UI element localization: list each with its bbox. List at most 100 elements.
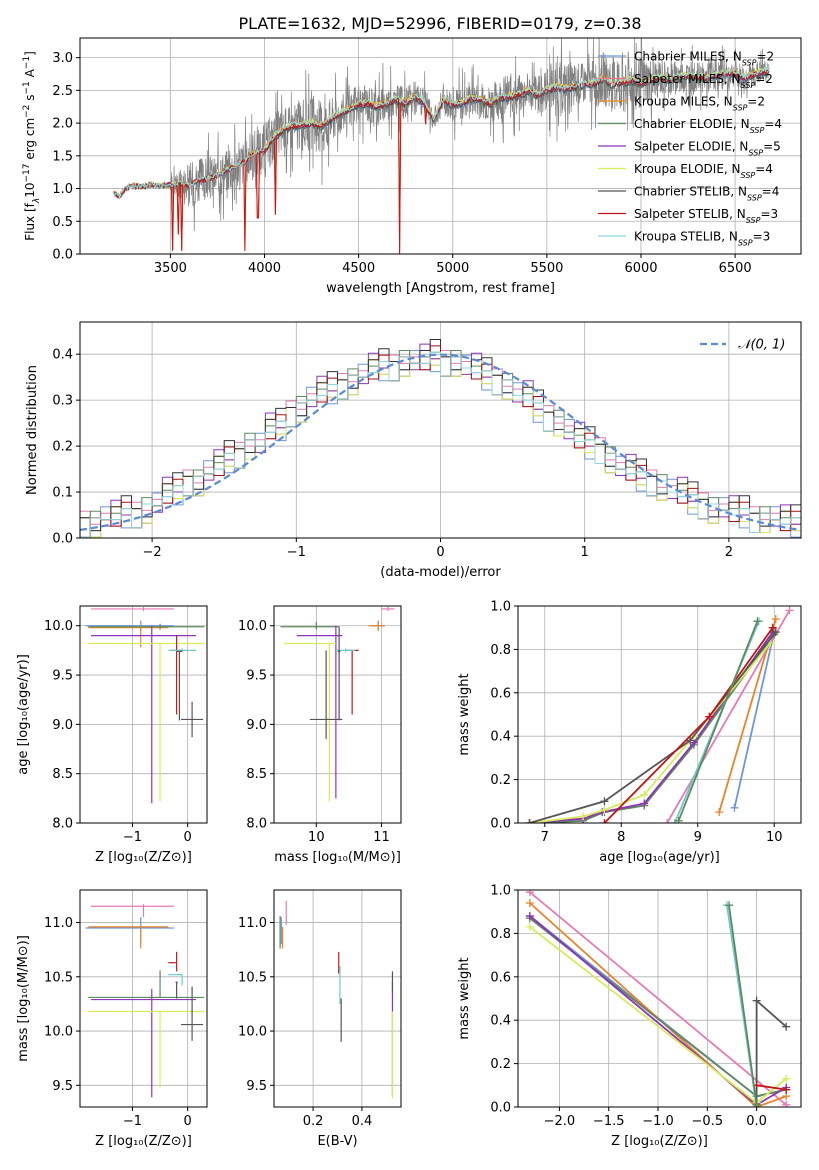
- age-vs-metallicity-panel: −1 0 8.0 8.5 9.0 9.5 10.0 Z [log₁₀(Z/Z⊙)] age [l…: [16, 605, 208, 865]
- plus-marker: [771, 628, 780, 637]
- x-tick-label: 3500: [154, 261, 187, 276]
- axes-frame: [79, 889, 208, 1108]
- x-tick-label: 0.4: [352, 1114, 373, 1129]
- legend-text: Kroupa MILES, N: [634, 95, 733, 109]
- x-axis-label: (data-model)/error: [380, 565, 501, 580]
- y-tick-label: 0.1: [52, 486, 73, 501]
- legend-tail: =2: [747, 95, 765, 109]
- y-tick-label: 8.5: [246, 767, 267, 782]
- y-tick-label: 0.4: [490, 730, 511, 745]
- plot-area: [525, 890, 791, 1107]
- y-axis-label: Flux [fλ10−17 erg cm−2 s−1 A−1]: [22, 51, 42, 241]
- plus-marker: [579, 812, 588, 821]
- legend-entry: Salpeter STELIB, NSSP=3: [634, 207, 778, 225]
- x-tick-label: 11: [373, 830, 390, 845]
- y-axis-label-part: Flux [f: [23, 202, 37, 240]
- axes-frame: [517, 889, 802, 1108]
- x-tick-label: −1: [287, 545, 306, 560]
- plus-marker: [782, 1100, 791, 1107]
- y-tick-label: 2.0: [52, 117, 73, 132]
- y-tick-label: 9.5: [246, 669, 267, 684]
- y-tick-label: 9.0: [246, 718, 267, 733]
- legend-entry: Salpeter ELODIE, NSSP=5: [634, 140, 781, 158]
- spectrum-panel: 3500 4000 4500 5000 5500 6000 6500 0.0 0.5 1.0 1.5…: [22, 37, 802, 296]
- y-tick-label: 0.8: [490, 927, 511, 942]
- x-tick-label: 0: [184, 830, 192, 845]
- legend-entry: 𝒩(0, 1): [738, 338, 785, 353]
- mass-weight-line: [529, 631, 777, 823]
- x-tick-label: 0.2: [303, 1114, 324, 1129]
- mass-vs-metallicity-panel: −1 0 9.5 10.0 10.5 11.0 Z [log₁₀(Z/Z⊙)] mass [l…: [16, 889, 208, 1149]
- plot-area: [525, 606, 794, 823]
- legend-entry: Chabrier MILES, NSSP=2: [634, 50, 774, 68]
- plot-area: [85, 904, 205, 1098]
- y-axis-label-part: −2: [22, 105, 32, 118]
- plus-marker: [768, 623, 777, 632]
- y-tick-label: 2.5: [52, 84, 73, 99]
- y-axis-label-part: ]: [23, 51, 37, 56]
- x-axis-label: Z [log₁₀(Z/Z⊙)]: [95, 1134, 192, 1149]
- legend-text: Salpeter MILES, N: [634, 72, 741, 86]
- y-tick-label: 0.2: [490, 773, 511, 788]
- y-tick-label: 10.0: [44, 1025, 73, 1040]
- legend-tail: =4: [764, 117, 782, 131]
- legend-sub: SSP: [741, 81, 756, 90]
- y-axis-label: mass weight: [457, 957, 472, 1039]
- plot-area: [85, 606, 205, 804]
- x-tick-label: −1: [123, 1114, 142, 1129]
- y-tick-label: 11.0: [44, 916, 73, 931]
- plus-marker: [771, 615, 780, 624]
- y-tick-label: 1.5: [52, 149, 73, 164]
- y-tick-label: 0.6: [490, 970, 511, 985]
- y-axis-label: mass weight: [457, 673, 472, 755]
- x-tick-label: 4000: [248, 261, 281, 276]
- y-axis-label-part: −1: [22, 81, 32, 94]
- x-tick-label: 6000: [624, 261, 657, 276]
- legend-sub: SSP: [742, 58, 757, 67]
- legend-tail: =4: [762, 185, 780, 199]
- y-axis-label-part: −1: [22, 56, 32, 69]
- legend-tail: =3: [753, 230, 771, 244]
- mass-weight-line: [728, 905, 758, 1105]
- legend-entry: Chabrier ELODIE, NSSP=4: [634, 117, 782, 135]
- legend-text: Salpeter ELODIE, N: [634, 140, 748, 154]
- legend-sub: SSP: [746, 216, 761, 225]
- y-tick-label: 0.8: [490, 643, 511, 658]
- plus-marker: [752, 1100, 761, 1107]
- x-tick-label: 0: [436, 545, 444, 560]
- x-tick-label: 9: [694, 830, 702, 845]
- y-tick-label: 0.5: [52, 215, 73, 230]
- axes-frame: [273, 605, 402, 824]
- plus-marker: [782, 1085, 791, 1094]
- x-axis-label: E(B-V): [317, 1134, 357, 1149]
- y-tick-label: 1.0: [490, 884, 511, 899]
- plus-marker: [674, 816, 683, 823]
- legend-text: Kroupa STELIB, N: [634, 230, 738, 244]
- y-tick-label: 9.5: [52, 1079, 73, 1094]
- x-tick-label: 5500: [530, 261, 563, 276]
- legend-tail: =2: [755, 72, 773, 86]
- mass-weight-line: [756, 1084, 787, 1091]
- axes-frame: [79, 37, 802, 255]
- plus-marker: [753, 617, 762, 626]
- mass-weight-line: [733, 631, 776, 808]
- legend-sub: SSP: [733, 103, 748, 112]
- legend-text: Salpeter STELIB, N: [634, 207, 746, 221]
- legend-sub: SSP: [741, 171, 756, 180]
- mass-weight-line: [677, 620, 759, 822]
- y-tick-label: 1.0: [52, 182, 73, 197]
- legend-entry: Kroupa STELIB, NSSP=3: [634, 230, 770, 248]
- spectrum-title: PLATE=1632, MJD=52996, FIBERID=0179, z=0…: [238, 14, 641, 33]
- x-axis-label: Z [log₁₀(Z/Z⊙)]: [95, 850, 192, 865]
- plus-marker: [785, 606, 794, 615]
- y-tick-label: 3.0: [52, 51, 73, 66]
- plus-marker: [782, 1074, 791, 1083]
- y-tick-label: 11.0: [238, 916, 267, 931]
- mass-weight-line: [529, 902, 787, 1107]
- plus-marker: [640, 790, 649, 799]
- x-tick-label: −1: [123, 830, 142, 845]
- x-tick-label: −1.5: [593, 1114, 625, 1129]
- y-tick-label: 0.4: [52, 348, 73, 363]
- y-tick-label: 0.0: [52, 248, 73, 263]
